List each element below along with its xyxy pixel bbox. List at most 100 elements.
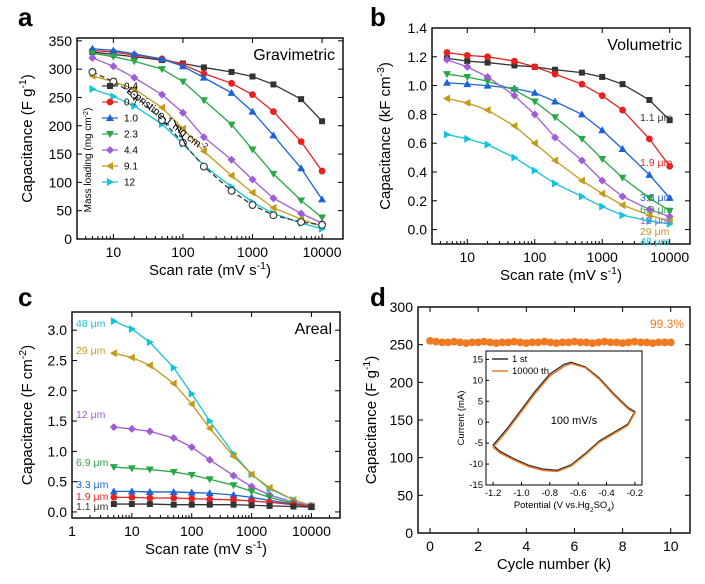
label-fragment: -1 [608,265,617,277]
legend-label: 9.1 [124,162,138,173]
series-label: 12 μm [76,409,106,421]
data-point [510,121,518,130]
data-point [269,194,278,203]
x-tick-label: 100 [180,523,204,539]
data-point [109,464,118,472]
data-point [498,338,507,347]
data-point [630,337,639,346]
x-tick-label: 100 [523,249,547,265]
inset-x-tick-label: -0.8 [542,488,558,499]
y-axis-label: Capacitance (F g-1) [17,74,36,203]
y-tick-label: 100 [49,174,73,190]
data-point [290,503,297,510]
data-point [619,106,626,114]
data-point [229,452,237,461]
data-point [130,58,139,66]
data-point [558,338,567,347]
y-tick-label: 0.0 [48,504,68,520]
label-fragment: Capacitance (F g [363,370,380,484]
data-point [552,66,559,73]
data-point [442,71,451,79]
series-line [92,88,323,230]
data-point [618,174,627,182]
x-tick-label: 1000 [237,244,268,260]
x-tick-label: 2 [474,538,482,554]
series-label: 1.1 μm [640,112,673,124]
y-tick-label: 1.4 [408,20,428,36]
data-point [618,201,626,210]
plot-frame [431,27,691,245]
y-tick-label: 0.4 [408,164,428,180]
inset-annotation: 100 mV/s [551,415,598,427]
data-point [157,90,166,99]
data-point [492,339,501,348]
data-point [463,62,472,71]
label-fragment: -1 [17,79,29,88]
series-label: 29 μm [76,345,106,357]
panel-letter: d [370,282,386,312]
data-point [551,133,560,142]
plot-frame [76,37,344,240]
x-tick-label: 8 [619,538,627,554]
panel-letter: c [18,282,32,312]
data-point [442,94,450,103]
label-fragment: Scan rate (mV s [149,262,257,279]
data-point [462,339,471,348]
data-point [530,139,538,148]
y-tick-label: 100 [390,450,414,466]
label-fragment: 2 [590,507,594,514]
data-point [531,166,539,175]
data-point [169,468,178,476]
label-fragment: Current (mA) [456,391,467,446]
x-tick-label: 10 [106,244,122,260]
series-label: 29 μm [640,226,670,238]
data-point [510,91,519,100]
data-point [227,88,236,96]
data-point [594,338,603,347]
data-point [576,338,585,347]
y-tick-label: 0.5 [48,474,68,490]
inset-x-tick-label: -0.6 [570,488,586,499]
data-point [483,106,491,115]
data-point [442,78,451,86]
data-point [266,502,273,509]
data-point [127,424,136,433]
data-point [109,62,118,71]
data-point [618,192,627,201]
data-point [598,126,607,134]
data-point [464,134,472,143]
data-point [318,214,327,222]
data-point [551,70,559,78]
data-point [308,504,315,511]
label-fragment: ) [363,356,380,361]
legend-label: 12 [124,178,136,189]
data-point [205,489,214,497]
data-point [146,501,153,508]
data-point [88,44,97,52]
data-point [199,73,208,81]
label-fragment: ) [266,262,271,279]
data-point [588,339,597,348]
data-point [551,97,560,105]
x-tick-label: 1000 [587,249,618,265]
data-point [169,434,178,443]
data-point [463,51,471,59]
y-tick-label: 350 [49,33,73,49]
legend-marker [107,83,113,89]
data-point [109,487,118,495]
label-fragment: Capacitance (F cm [19,359,36,485]
x-axis-label: Scan rate (mV s-1) [149,260,271,279]
data-point [564,338,573,347]
data-point [612,338,621,347]
y-tick-label: 2.0 [48,383,68,399]
x-axis-label: Cycle number (k) [497,556,611,573]
retention-label: 99.3% [650,317,684,331]
data-point [645,194,654,202]
series-label: 12 μm [640,215,670,227]
x-tick-label: 10 [663,538,679,554]
data-point [483,72,492,81]
data-point [130,73,139,82]
data-point [516,338,525,347]
data-point [158,116,166,125]
